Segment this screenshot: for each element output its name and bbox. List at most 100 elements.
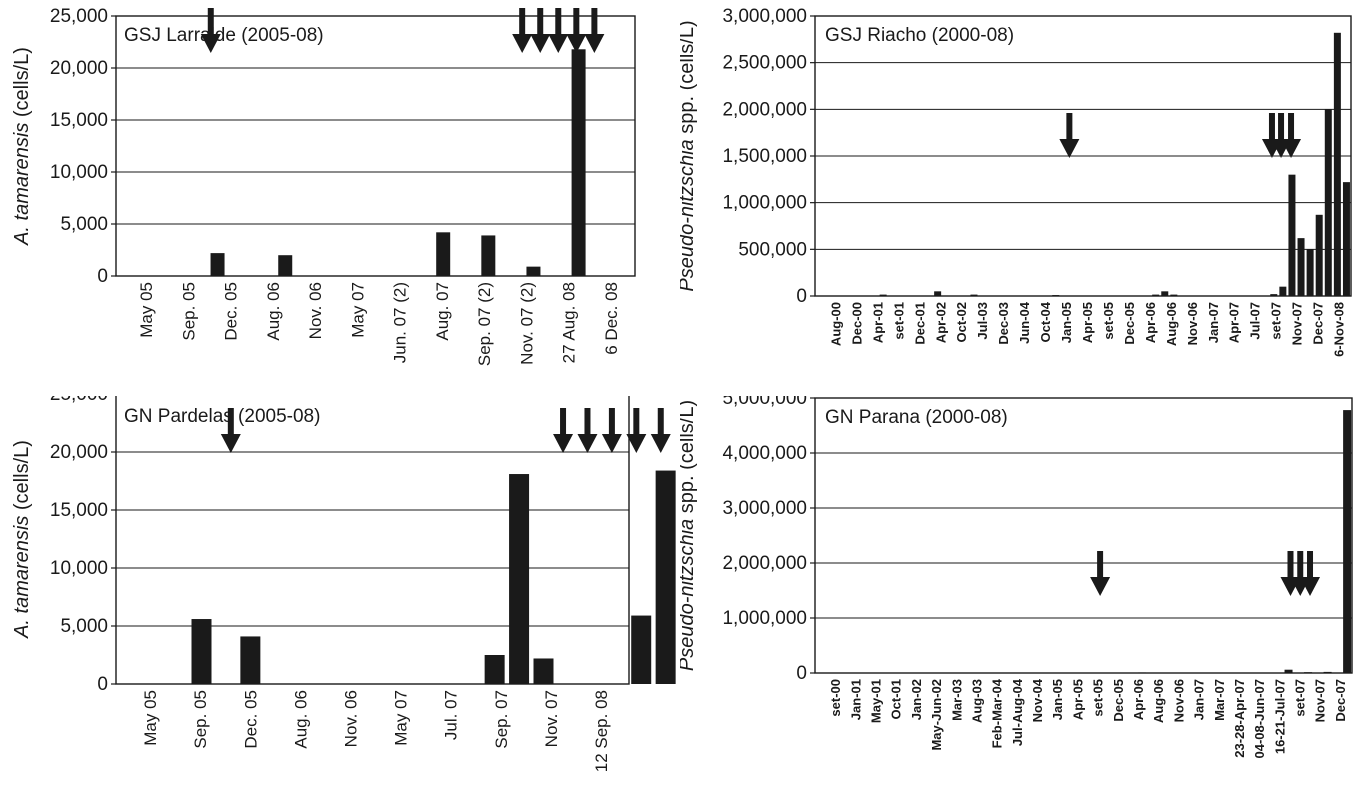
arrow-shaft xyxy=(1278,113,1285,143)
x-tick-label: 6-Nov-08 xyxy=(1332,302,1347,357)
y-tick-label: 5,000,000 xyxy=(722,396,807,409)
x-tick-label: Jun. 07 (2) xyxy=(391,282,410,363)
chart-title: GN Pardelas (2005-08) xyxy=(124,406,320,427)
y-tick-label: 1,000,000 xyxy=(722,608,807,629)
bar xyxy=(436,232,451,276)
x-tick-label: Jan-05 xyxy=(1059,302,1074,343)
y-axis-label-italic: A. tamarensis xyxy=(11,123,33,246)
x-tick-label: Jul. 07 xyxy=(442,690,461,740)
arrow-head xyxy=(530,34,551,53)
x-tick-label: 16-21-Jul-07 xyxy=(1272,679,1287,754)
y-tick-label: 0 xyxy=(97,674,108,695)
y-tick-label: 0 xyxy=(796,286,807,307)
x-tick-label: May-01 xyxy=(868,679,883,723)
x-tick-label: set-00 xyxy=(828,679,843,717)
arrow-shaft xyxy=(633,408,640,438)
arrow-marker xyxy=(584,8,605,53)
y-axis-label-italic: Pseudo-nitzschia xyxy=(680,139,698,291)
x-tick-label: Nov-04 xyxy=(1030,678,1045,722)
arrow-head xyxy=(220,434,241,453)
x-tick-label: Sep. 05 xyxy=(179,282,198,341)
x-tick-label: set-01 xyxy=(891,302,906,340)
x-tick-label: 27 Aug. 08 xyxy=(560,282,579,363)
x-tick-label: May 07 xyxy=(348,282,367,338)
bar xyxy=(1304,672,1313,673)
x-tick-label: Apr-05 xyxy=(1070,679,1085,720)
bar xyxy=(1138,672,1147,673)
panel-gn-pardelas: 0 5,000 10,000 15,000 20,000 25,000 May 05 Sep.… xyxy=(0,384,680,793)
x-tick-label: Dec-03 xyxy=(996,302,1011,345)
arrow-shaft xyxy=(1287,551,1294,581)
y-tick-label: 2,500,000 xyxy=(722,53,807,74)
arrow-shaft xyxy=(519,8,526,38)
arrow-head xyxy=(601,434,622,453)
y-tick-label: 500,000 xyxy=(738,239,807,260)
x-tick-label: Jul-03 xyxy=(975,302,990,340)
x-tick-label: Dec-05 xyxy=(1111,679,1126,722)
y-tick-label: 1,000,000 xyxy=(722,193,807,214)
arrow-shaft xyxy=(1066,113,1073,143)
bar xyxy=(1306,249,1314,296)
y-tick-label: 10,000 xyxy=(50,558,108,579)
bar xyxy=(1324,109,1332,296)
bar xyxy=(1170,294,1178,296)
y-tick-label: 0 xyxy=(796,663,807,684)
bar xyxy=(655,470,676,684)
x-tick-label: Sep. 07 (2) xyxy=(475,282,494,366)
bar xyxy=(1343,410,1352,673)
bar xyxy=(1270,294,1278,296)
bar xyxy=(481,235,496,276)
bar xyxy=(1342,182,1350,296)
bar xyxy=(1284,669,1293,673)
chart-title: GSJ Riacho (2000-08) xyxy=(825,25,1014,46)
arrow-marker xyxy=(548,8,569,53)
arrow-head xyxy=(626,434,647,453)
bar xyxy=(631,615,652,684)
bar xyxy=(526,266,541,276)
y-tick-label: 15,000 xyxy=(50,110,108,131)
x-tick-label: Apr-07 xyxy=(1227,302,1242,343)
y-tick-label: 1,500,000 xyxy=(722,146,807,167)
arrow-shaft xyxy=(537,8,544,38)
arrow-head xyxy=(584,34,605,53)
y-axis-label-units: spp. (cells/L) xyxy=(680,20,698,139)
arrow-shaft xyxy=(1268,113,1275,143)
x-tick-label: Apr-02 xyxy=(933,302,948,343)
panel-gsj-larralde: 0 5,000 10,000 15,000 20,000 25,000 May 05 Sep.… xyxy=(0,0,680,396)
x-tick-label: Oct-02 xyxy=(954,302,969,342)
x-tick-label: Aug. 07 xyxy=(433,282,452,341)
bar xyxy=(934,291,942,296)
x-tick-label: Dec-05 xyxy=(1122,302,1137,345)
arrow-shaft xyxy=(207,8,214,38)
x-tick-label: Jan-07 xyxy=(1192,679,1207,720)
y-tick-label: 5,000 xyxy=(60,616,108,637)
arrow-marker xyxy=(530,8,551,53)
y-tick-label: 3,000,000 xyxy=(722,6,807,27)
x-tick-label: Aug-03 xyxy=(969,679,984,723)
bar xyxy=(191,619,212,684)
y-tick-label: 10,000 xyxy=(50,162,108,183)
x-tick-label: Jul-07 xyxy=(1248,302,1263,340)
arrow-marker xyxy=(553,408,574,453)
bar xyxy=(509,474,530,684)
arrow-shaft xyxy=(591,8,598,38)
panel-gn-parana: 0 1,000,000 2,000,000 3,000,000 4,000,000 5,0… xyxy=(676,388,1359,793)
chart-gn-pardelas: 0 5,000 10,000 15,000 20,000 25,000 May 05 Sep.… xyxy=(11,384,676,772)
x-tick-label: 23-28-Apr-07 xyxy=(1232,679,1247,758)
x-tick-label: Aug. 06 xyxy=(264,282,283,341)
arrow-head xyxy=(650,434,671,453)
x-tick-label: Mar-03 xyxy=(949,679,964,721)
arrow-head xyxy=(512,34,533,53)
x-tick-label: Nov. 07 xyxy=(542,690,561,747)
x-tick-label: Sep. 07 xyxy=(492,690,511,749)
arrow-marker xyxy=(1281,113,1302,158)
x-tick-label: Dec-00 xyxy=(849,302,864,345)
arrow-head xyxy=(1059,139,1080,158)
y-axis-label: Pseudo-nitzschia spp. (cells/L) xyxy=(680,400,698,671)
y-axis-label: A. tamarensis (cells/L) xyxy=(11,440,33,639)
x-tick-label: May 07 xyxy=(392,690,411,746)
y-axis-label: Pseudo-nitzschia spp. (cells/L) xyxy=(680,20,698,291)
x-tick-label: Jan-07 xyxy=(1206,302,1221,343)
arrow-marker xyxy=(200,8,221,53)
bar xyxy=(210,253,225,276)
